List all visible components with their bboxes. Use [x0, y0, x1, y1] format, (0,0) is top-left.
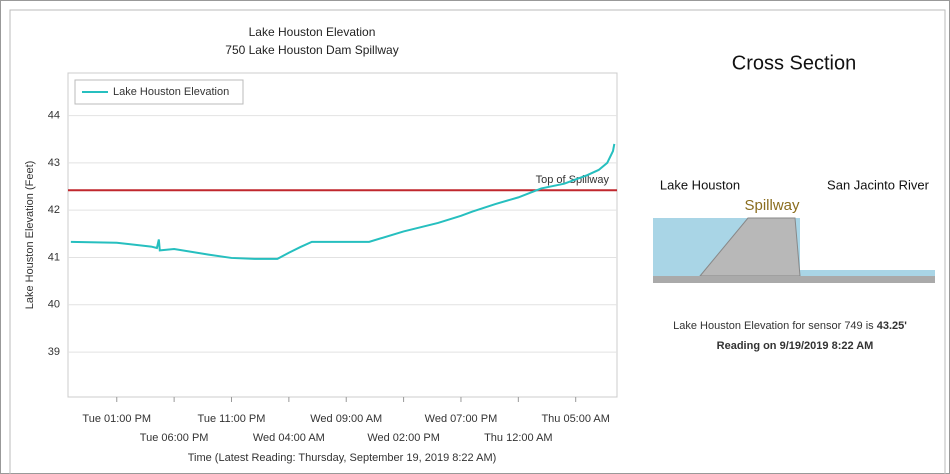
- legend: Lake Houston Elevation: [75, 80, 243, 104]
- x-tick-label: Wed 02:00 PM: [367, 432, 440, 444]
- chart-subtitle: 750 Lake Houston Dam Spillway: [225, 43, 398, 57]
- y-tick-label: 39: [48, 346, 60, 358]
- river-water: [800, 270, 935, 276]
- y-tick-label: 42: [48, 204, 60, 216]
- y-tick-label: 43: [48, 157, 60, 169]
- y-tick-label: 41: [48, 251, 60, 263]
- reading-line: Lake Houston Elevation for sensor 749 is…: [673, 320, 907, 332]
- reading-time: Reading on 9/19/2019 8:22 AM: [717, 340, 874, 352]
- x-tick-label: Thu 05:00 AM: [541, 413, 610, 425]
- y-tick-label: 44: [48, 109, 60, 121]
- y-tick-label: 40: [48, 299, 60, 311]
- x-tick-label: Thu 12:00 AM: [484, 432, 553, 444]
- x-tick-label: Tue 11:00 PM: [198, 413, 266, 425]
- x-tick-label: Wed 04:00 AM: [253, 432, 325, 444]
- left-label: Lake Houston: [660, 177, 740, 192]
- right-label: San Jacinto River: [827, 177, 930, 192]
- spillway-label: Spillway: [744, 197, 800, 214]
- x-tick-label: Wed 07:00 PM: [425, 413, 498, 425]
- plot-area: [68, 73, 617, 397]
- chart-title: Lake Houston Elevation: [249, 25, 376, 39]
- y-axis-label: Lake Houston Elevation (Feet): [24, 161, 36, 310]
- x-tick-label: Wed 09:00 AM: [310, 413, 382, 425]
- screen: Lake Houston Elevation 750 Lake Houston …: [0, 0, 950, 474]
- legend-label: Lake Houston Elevation: [113, 86, 229, 98]
- x-tick-label: Tue 01:00 PM: [82, 413, 151, 425]
- x-axis-label: Time (Latest Reading: Thursday, Septembe…: [188, 452, 497, 464]
- reading-value: 43.25': [877, 320, 908, 332]
- x-tick-label: Tue 06:00 PM: [140, 432, 209, 444]
- ground: [653, 276, 935, 283]
- cross-section-title: Cross Section: [732, 52, 857, 74]
- reading-text: Lake Houston Elevation for sensor 749 is: [673, 320, 877, 332]
